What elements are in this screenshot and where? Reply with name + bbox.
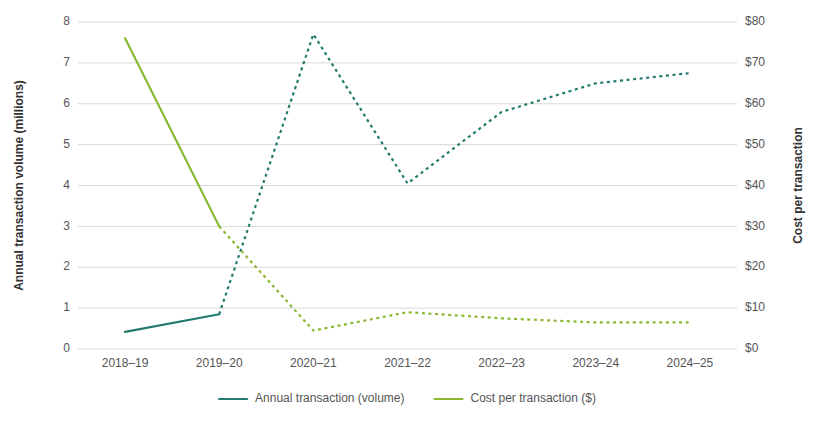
grid-line <box>78 22 737 23</box>
y-axis: 0 1 2 3 4 5 6 7 8 <box>63 14 70 355</box>
grid-line <box>78 267 737 268</box>
y2-tick-label: $10 <box>745 300 765 314</box>
y-tick-label: 5 <box>63 137 70 151</box>
chart: 0 1 2 3 4 5 6 7 8 $0 $10 $20 $30 $40 $50 $60 $70 $80 2018–… <box>0 0 819 421</box>
x-tick-label: 2021–22 <box>384 356 431 370</box>
legend-swatch <box>435 398 463 400</box>
y2-tick-label: $60 <box>745 96 765 110</box>
y2-tick-label: $30 <box>745 219 765 233</box>
x-tick-label: 2022–23 <box>478 356 525 370</box>
y-tick-label: 8 <box>63 14 70 28</box>
legend-swatch <box>219 398 247 400</box>
series-line <box>125 38 219 226</box>
legend: Annual transaction (volume) Cost per tran… <box>219 391 596 405</box>
grid-line <box>78 185 737 186</box>
y-tick-label: 3 <box>63 219 70 233</box>
series-line <box>219 34 690 314</box>
grid-line <box>78 103 737 104</box>
series-line <box>125 314 219 332</box>
grid-line <box>78 144 737 145</box>
y-tick-label: 2 <box>63 259 70 273</box>
y2-tick-label: $40 <box>745 178 765 192</box>
legend-item: Cost per transaction ($) <box>435 391 596 405</box>
y-tick-label: 7 <box>63 55 70 69</box>
y2-tick-label: $0 <box>745 341 759 355</box>
x-tick-label: 2023–24 <box>572 356 619 370</box>
grid-line <box>78 308 737 309</box>
legend-label: Cost per transaction ($) <box>471 391 596 405</box>
y2-axis: $0 $10 $20 $30 $40 $50 $60 $70 $80 <box>745 14 765 355</box>
x-tick-label: 2019–20 <box>196 356 243 370</box>
y2-tick-label: $50 <box>745 137 765 151</box>
grid-line <box>78 62 737 63</box>
series-line <box>219 226 690 330</box>
y-tick-label: 6 <box>63 96 70 110</box>
lines <box>125 34 690 332</box>
legend-item: Annual transaction (volume) <box>219 391 404 405</box>
x-axis: 2018–19 2019–20 2020–21 2021–22 2022–23 2023–… <box>102 356 714 370</box>
grid-line <box>78 226 737 227</box>
y2-tick-label: $70 <box>745 55 765 69</box>
grid-line <box>78 349 737 350</box>
y-tick-label: 1 <box>63 300 70 314</box>
y2-tick-label: $80 <box>745 14 765 28</box>
y2-axis-label: Cost per transaction <box>791 127 805 244</box>
y-tick-label: 0 <box>63 341 70 355</box>
grid <box>78 22 737 349</box>
x-tick-label: 2020–21 <box>290 356 337 370</box>
y-tick-label: 4 <box>63 178 70 192</box>
y-axis-label: Annual transaction volume (millions) <box>12 80 26 291</box>
x-tick-label: 2018–19 <box>102 356 149 370</box>
y2-tick-label: $20 <box>745 259 765 273</box>
x-tick-label: 2024–25 <box>667 356 714 370</box>
legend-label: Annual transaction (volume) <box>255 391 404 405</box>
